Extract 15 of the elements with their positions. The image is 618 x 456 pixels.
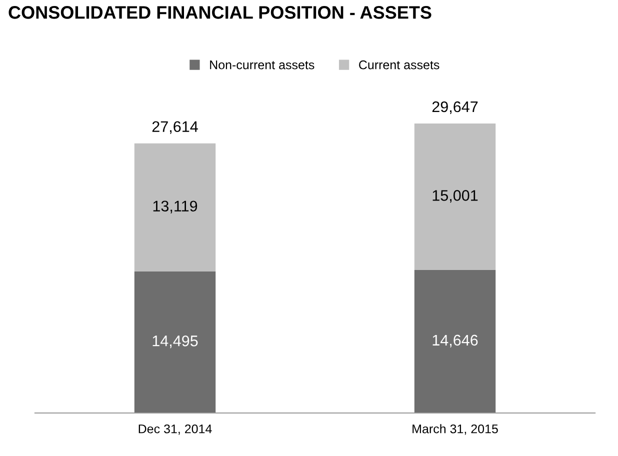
bar [134, 271, 216, 413]
legend-label: Non-current assets [210, 60, 314, 70]
data-label: 13,119 [153, 200, 198, 214]
bar [134, 143, 216, 272]
bar [414, 270, 496, 413]
data-label: 14,495 [152, 336, 198, 348]
x-tick-label: Dec 31, 2014 [138, 424, 212, 435]
x-tick-label: March 31, 2015 [412, 424, 498, 435]
total-label: 29,647 [432, 101, 478, 114]
data-label: 15,001 [432, 190, 478, 203]
bar [414, 124, 496, 270]
total-label: 27,614 [152, 121, 198, 134]
data-label: 14,646 [432, 334, 478, 348]
chart-title: CONSOLIDATED FINANCIAL POSITION - ASSETS [8, 6, 432, 19]
legend-label: Current assets [359, 60, 440, 70]
